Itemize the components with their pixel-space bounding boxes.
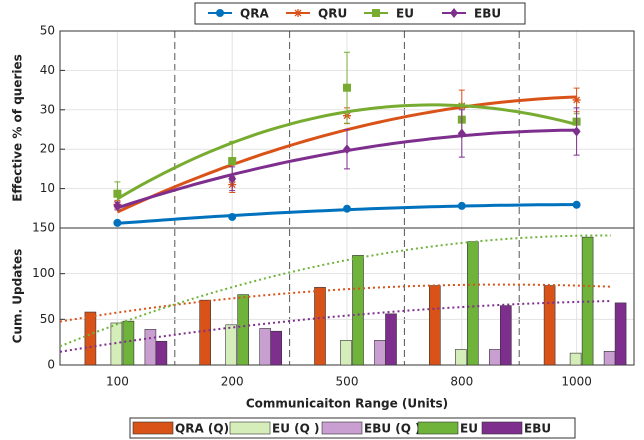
bar — [237, 294, 249, 366]
x-axis-title: Communicaiton Range (Units) — [246, 397, 448, 411]
marker — [216, 9, 224, 17]
y-tick-label: 20 — [40, 142, 55, 156]
trend-line — [59, 283, 612, 323]
bar — [352, 255, 364, 366]
y-tick-label: 30 — [40, 102, 55, 116]
legend-label: EBU — [474, 7, 501, 21]
legend-label: EBU — [524, 422, 551, 436]
bar — [84, 311, 97, 366]
bar — [603, 350, 616, 366]
legend-swatch — [229, 421, 271, 435]
y-tick-label: 50 — [40, 24, 55, 38]
marker — [113, 189, 122, 198]
bar — [454, 349, 467, 366]
y-axis-title: Effective % of queries — [11, 54, 25, 202]
trend-line — [59, 300, 612, 353]
bar — [144, 329, 157, 366]
legend-label: EU (Q ) — [272, 422, 319, 436]
bar — [543, 285, 556, 366]
bar — [488, 349, 501, 366]
legend-label: EBU (Q ) — [364, 422, 421, 436]
marker — [343, 144, 351, 155]
legend-label: QRU — [318, 7, 347, 21]
legend-swatch — [321, 421, 363, 435]
marker — [572, 126, 581, 137]
y-tick-label: 40 — [40, 63, 55, 77]
marker — [113, 218, 122, 227]
marker — [372, 9, 380, 17]
legend-swatch — [481, 421, 523, 435]
bar — [340, 340, 352, 366]
x-tick-label: 1000 — [561, 375, 592, 389]
y-axis-title: Cum. Updates — [11, 249, 25, 344]
x-tick-label: 200 — [221, 375, 244, 389]
legend-label: EU — [396, 7, 414, 21]
bar — [385, 313, 397, 366]
bar — [374, 340, 386, 366]
marker — [457, 128, 466, 139]
legend-label: EU — [460, 422, 478, 436]
legend-swatch — [132, 421, 174, 435]
y-tick-label: 150 — [32, 221, 55, 235]
y-tick-label: 0 — [47, 358, 55, 372]
y-tick-label: 50 — [40, 312, 55, 326]
marker — [457, 201, 466, 210]
x-tick-label: 100 — [106, 375, 129, 389]
bar — [225, 324, 237, 366]
bar — [569, 352, 582, 366]
marker — [572, 200, 581, 209]
marker — [294, 9, 302, 17]
legend-label: QRA (Q) — [175, 422, 229, 436]
marker — [228, 173, 237, 184]
y-tick-label: 100 — [32, 266, 55, 280]
marker — [343, 83, 351, 92]
legend-box — [194, 2, 526, 25]
bar — [314, 287, 326, 366]
bar — [466, 241, 479, 366]
x-tick-label: 500 — [336, 375, 359, 389]
marker — [228, 157, 237, 166]
marker — [450, 8, 458, 18]
bar — [122, 320, 135, 366]
bar — [259, 328, 272, 366]
x-tick-label: 800 — [450, 375, 473, 389]
marker — [228, 212, 237, 221]
marker — [343, 204, 351, 213]
bar — [199, 299, 211, 366]
legend-swatch — [417, 421, 459, 435]
legend-label: QRA — [240, 7, 269, 21]
marker — [113, 200, 122, 211]
bar — [270, 330, 283, 366]
bar — [155, 340, 168, 366]
bar — [614, 302, 627, 366]
marker — [572, 95, 581, 104]
bar — [428, 285, 441, 366]
bar — [499, 305, 512, 366]
y-tick-label: 10 — [40, 181, 55, 195]
